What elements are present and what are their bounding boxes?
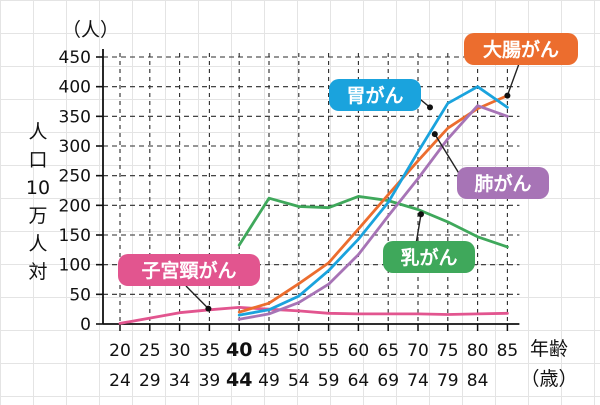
- y-tick-label: 300: [59, 137, 91, 157]
- leader-dot: [431, 131, 438, 138]
- x-tick-label: 69: [377, 371, 399, 391]
- series-label: 乳がん: [400, 246, 457, 269]
- series-line: [237, 104, 509, 321]
- axes: [96, 49, 520, 331]
- y-tick-label: 100: [59, 256, 91, 276]
- x-tick-label: 34: [169, 371, 191, 391]
- series-label-box: [329, 79, 421, 111]
- y-tick-label: 150: [59, 226, 91, 246]
- y-unit-label: （人）: [62, 19, 119, 41]
- series-label: 肺がん: [474, 172, 531, 195]
- series-label-box: [383, 241, 475, 273]
- x-tick-label: 54: [288, 371, 310, 391]
- y-axis-title: 10: [26, 177, 50, 199]
- x-tick-label: 49: [258, 371, 280, 391]
- series-label: 大腸がん: [483, 38, 559, 61]
- leader-dot: [504, 92, 511, 99]
- y-axis-title: 人: [28, 233, 47, 255]
- x-axis-title: （歳）: [520, 368, 577, 390]
- axis-labels: 0 50 100 150 200 250 300 350 400 450 20 24 25 29 30 34 3…: [26, 19, 578, 391]
- x-tick-label: 85: [497, 341, 519, 361]
- x-tick-label: 70: [407, 341, 429, 361]
- x-tick-label: 75: [437, 341, 459, 361]
- series-label-box: [464, 33, 578, 65]
- series-line: [118, 306, 509, 325]
- x-tick-label: 30: [169, 341, 191, 361]
- series-label: 胃がん: [346, 84, 403, 107]
- x-tick-label: 40: [226, 339, 252, 361]
- x-tick-label: 35: [199, 341, 221, 361]
- y-axis-title: 対: [28, 261, 47, 283]
- leader-dot: [418, 211, 424, 218]
- y-tick-label: 350: [59, 107, 91, 127]
- leader-dot: [427, 104, 433, 111]
- x-tick-label: 64: [348, 371, 370, 391]
- x-tick-label: 29: [139, 371, 161, 391]
- series-lines: [118, 85, 509, 325]
- x-axis-title: 年齢: [530, 338, 568, 360]
- x-tick-label: 84: [467, 371, 489, 391]
- x-tick-label: 24: [109, 371, 131, 391]
- x-tick-label: 80: [467, 341, 489, 361]
- y-axis-title: 万: [28, 205, 47, 227]
- series-label-box: [457, 167, 549, 199]
- y-tick-label: 0: [80, 315, 91, 335]
- x-tick-label: 65: [377, 341, 399, 361]
- leader-line: [434, 133, 461, 176]
- leader-dot: [205, 305, 212, 312]
- y-axis-title: 人: [28, 121, 47, 143]
- x-tick-label: 60: [348, 341, 370, 361]
- x-tick-label: 79: [437, 371, 459, 391]
- series-line: [237, 94, 509, 314]
- series-line: [237, 195, 509, 249]
- y-tick-label: 250: [59, 167, 91, 187]
- leader-line: [506, 60, 521, 96]
- y-tick-label: 400: [59, 78, 91, 98]
- series-line: [237, 85, 509, 317]
- y-tick-label: 450: [59, 48, 91, 68]
- x-tick-label: 74: [407, 371, 429, 391]
- x-tick-label: 20: [109, 341, 131, 361]
- x-tick-label: 55: [318, 341, 340, 361]
- x-tick-label: 25: [139, 341, 161, 361]
- x-tick-label: 50: [288, 341, 310, 361]
- series-label-box: [118, 254, 260, 286]
- series-label: 子宮頸がん: [141, 259, 236, 282]
- leader-line: [185, 285, 209, 310]
- y-tick-label: 200: [59, 196, 91, 216]
- x-tick-label: 45: [258, 341, 280, 361]
- x-tick-label: 44: [226, 369, 252, 391]
- y-axis-title: 口: [28, 149, 47, 171]
- y-tick-label: 50: [69, 285, 91, 305]
- x-tick-label: 59: [318, 371, 340, 391]
- x-tick-label: 39: [199, 371, 221, 391]
